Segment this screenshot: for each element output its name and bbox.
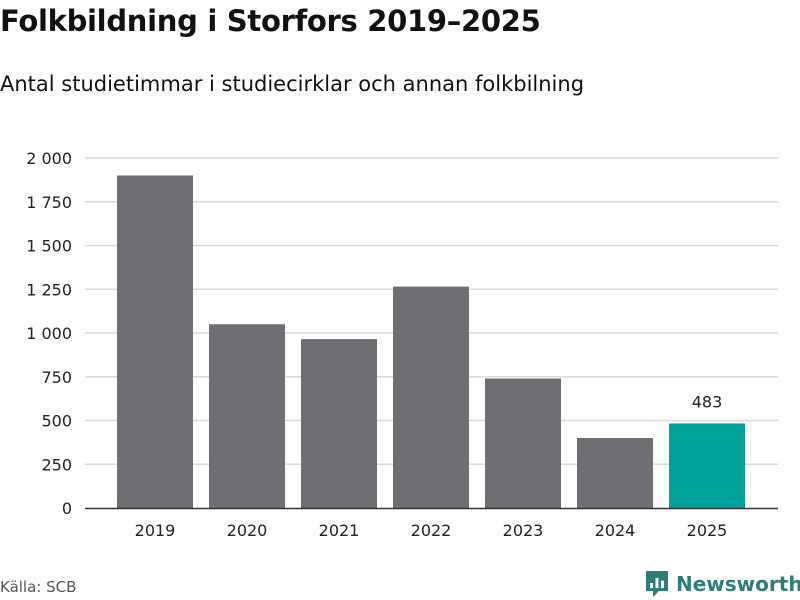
bar-2020 (209, 324, 285, 508)
bar-2021 (301, 339, 377, 508)
bar-2019 (117, 175, 193, 508)
x-tick-label: 2022 (411, 521, 452, 540)
chart-subtitle: Antal studietimmar i studiecirklar och a… (0, 72, 585, 96)
bar-2025 (669, 423, 745, 508)
y-tick-label: 0 (62, 499, 72, 518)
x-tick-label: 2020 (227, 521, 268, 540)
brand-name: Newsworthy (676, 572, 800, 596)
x-tick-label: 2019 (135, 521, 176, 540)
x-tick-label: 2023 (503, 521, 544, 540)
y-axis-tick-labels: 0 250 500 750 1 000 1 250 1 500 1 750 2 000 (26, 149, 72, 518)
data-labels: 483 (692, 392, 723, 411)
chart-title: Folkbildning i Storfors 2019–2025 (0, 4, 541, 38)
y-tick-label: 750 (41, 368, 72, 387)
x-tick-label: 2025 (687, 521, 728, 540)
source-note: Källa: SCB (0, 578, 77, 596)
y-tick-label: 250 (41, 455, 72, 474)
bar-2024 (577, 438, 653, 508)
y-tick-label: 500 (41, 412, 72, 431)
y-tick-label: 1 250 (26, 280, 72, 299)
bar-2022 (393, 286, 469, 508)
y-tick-label: 1 750 (26, 193, 72, 212)
y-tick-label: 2 000 (26, 149, 72, 168)
brand-logo: Newsworthy (644, 569, 800, 599)
x-tick-label: 2024 (595, 521, 636, 540)
data-label: 483 (692, 392, 723, 411)
newsworthy-logo-icon (646, 571, 668, 597)
y-tick-label: 1 000 (26, 324, 72, 343)
x-tick-label: 2021 (319, 521, 360, 540)
x-axis-tick-labels: 2019 2020 2021 2022 2023 2024 2025 (135, 521, 728, 540)
y-tick-label: 1 500 (26, 237, 72, 256)
bars (117, 175, 745, 508)
bar-2023 (485, 378, 561, 508)
